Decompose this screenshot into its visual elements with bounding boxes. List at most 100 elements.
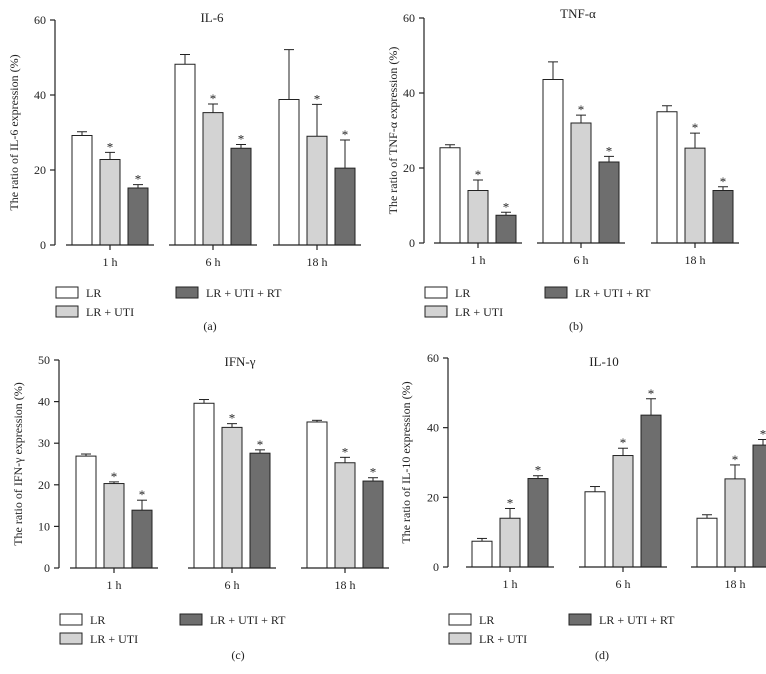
bar — [334, 462, 356, 569]
x-tick-label: 1 h — [503, 577, 518, 591]
x-tick-label: 6 h — [206, 255, 221, 269]
legend-label: LR + UTI + RT — [575, 286, 651, 300]
legend-swatch — [544, 286, 568, 299]
bar — [640, 414, 662, 568]
bar — [598, 161, 620, 244]
y-axis-label: The ratio of IL-10 expression (%) — [399, 381, 413, 543]
x-tick-label: 18 h — [307, 255, 328, 269]
panel-label: (b) — [569, 319, 583, 333]
bar — [334, 167, 356, 246]
y-tick-label: 0 — [40, 238, 46, 252]
bar — [584, 491, 606, 568]
significance-marker: * — [732, 452, 739, 467]
bar — [75, 455, 97, 569]
significance-marker: * — [135, 172, 142, 187]
significance-marker: * — [139, 487, 146, 502]
x-tick-label: 18 h — [335, 578, 356, 592]
chart-title: IL-10 — [589, 354, 619, 369]
bar — [499, 517, 521, 568]
legend-label: LR + UTI — [86, 305, 134, 319]
bar — [174, 63, 196, 246]
legend-label: LR + UTI — [479, 632, 527, 646]
chart-title: IFN-γ — [224, 354, 255, 369]
significance-marker: * — [111, 469, 118, 484]
significance-marker: * — [370, 465, 377, 480]
y-tick-label: 20 — [427, 490, 439, 504]
legend-label: LR — [90, 613, 105, 627]
significance-marker: * — [720, 174, 727, 189]
legend-label: LR + UTI + RT — [599, 613, 675, 627]
panel-label: (a) — [203, 319, 216, 333]
bar — [696, 517, 718, 568]
bar — [752, 444, 766, 568]
significance-marker: * — [578, 102, 585, 117]
y-tick-label: 40 — [403, 86, 415, 100]
x-tick-label: 18 h — [725, 577, 746, 591]
y-tick-label: 20 — [34, 163, 46, 177]
bar — [249, 452, 271, 569]
legend-swatch — [59, 632, 83, 645]
bar — [712, 190, 734, 244]
bar — [542, 79, 564, 244]
y-tick-label: 60 — [427, 351, 439, 365]
chart-panel: 0 10 20 30 40 50 The ratio of IFN-γ expression… — [11, 353, 389, 662]
y-tick-label: 30 — [38, 436, 50, 450]
bar — [221, 426, 243, 569]
y-axis-label: The ratio of IFN-γ expression (%) — [11, 382, 25, 546]
y-axis-label: The ratio of IL-6 expression (%) — [7, 54, 21, 210]
legend-swatch — [424, 305, 448, 318]
y-tick-label: 60 — [34, 13, 46, 27]
legend-swatch — [448, 632, 472, 645]
legend-label: LR + UTI — [90, 632, 138, 646]
significance-marker: * — [503, 199, 510, 214]
bar — [230, 147, 252, 246]
significance-marker: * — [507, 495, 514, 510]
significance-marker: * — [620, 435, 627, 450]
legend-swatch — [55, 305, 79, 318]
bar — [127, 187, 149, 246]
bar — [656, 111, 678, 244]
significance-marker: * — [692, 120, 699, 135]
y-tick-label: 0 — [409, 236, 415, 250]
bar — [471, 540, 493, 568]
bar — [71, 135, 93, 246]
legend-label: LR — [86, 286, 101, 300]
y-tick-label: 40 — [34, 88, 46, 102]
legend-swatch — [448, 613, 472, 626]
bar — [684, 147, 706, 244]
bar — [131, 509, 153, 569]
bar — [467, 190, 489, 244]
bar — [362, 480, 384, 569]
y-tick-label: 40 — [38, 395, 50, 409]
legend-swatch — [179, 613, 203, 626]
legend-swatch — [59, 613, 83, 626]
bar — [202, 112, 224, 246]
chart-panel: 0 20 40 60 The ratio of TNF-α expression (%)… — [386, 6, 739, 333]
y-tick-label: 20 — [403, 161, 415, 175]
significance-marker: * — [229, 411, 236, 426]
bar — [724, 478, 746, 568]
x-tick-label: 6 h — [574, 253, 589, 267]
significance-marker: * — [475, 167, 482, 182]
bar — [439, 147, 461, 244]
panel-label: (c) — [231, 648, 244, 662]
bar — [278, 99, 300, 246]
significance-marker: * — [107, 139, 114, 154]
chart-panel: 0 20 40 60 The ratio of IL-6 expression (%) I… — [7, 10, 361, 333]
significance-marker: * — [314, 91, 321, 106]
x-tick-label: 6 h — [616, 577, 631, 591]
x-tick-label: 1 h — [107, 578, 122, 592]
x-tick-label: 1 h — [103, 255, 118, 269]
significance-marker: * — [210, 91, 217, 106]
y-tick-label: 0 — [44, 561, 50, 575]
bar — [306, 135, 328, 246]
bar — [306, 421, 328, 569]
bar — [103, 483, 125, 569]
significance-marker: * — [606, 143, 613, 158]
x-tick-label: 1 h — [471, 253, 486, 267]
legend-label: LR + UTI — [455, 305, 503, 319]
bar — [570, 122, 592, 244]
y-tick-label: 10 — [38, 519, 50, 533]
significance-marker: * — [342, 127, 349, 142]
